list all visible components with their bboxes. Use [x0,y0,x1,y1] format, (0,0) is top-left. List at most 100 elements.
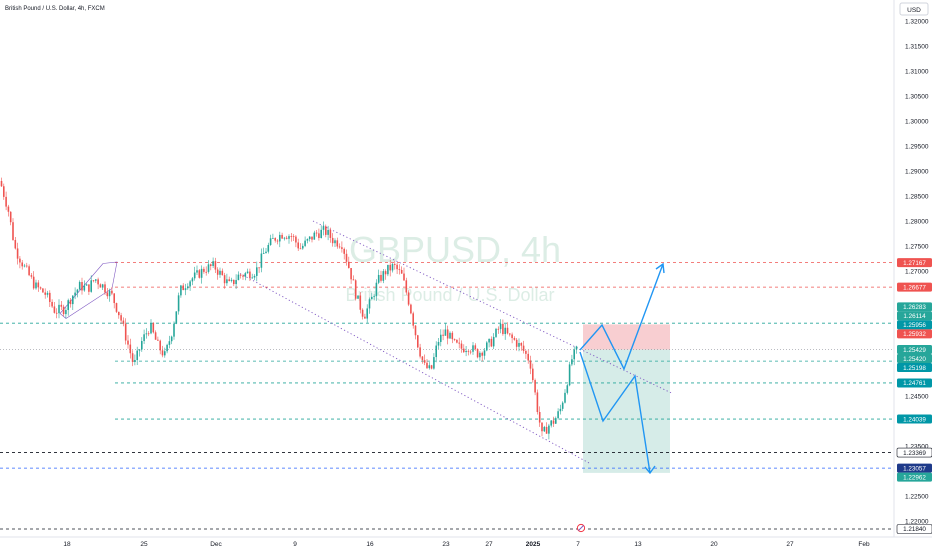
price-badge-label: 1.25932 [903,331,926,338]
candle-body [159,340,161,351]
candle-body [522,345,525,351]
candle-body [548,425,550,434]
candle-body [200,268,203,278]
candle-body [184,288,187,291]
candle-body [407,292,410,305]
candle-body [331,237,334,244]
candle-body [479,352,481,358]
candle-body [343,248,345,254]
candle-body [320,229,322,239]
candle-body [7,206,10,212]
candle-body [44,292,46,295]
candle-body [534,380,536,393]
price-badge-label: 1.25198 [903,365,926,372]
candle-body [423,360,426,363]
price-badge [897,345,932,355]
price-badge [897,282,932,292]
candle-body [150,323,152,334]
candle-body [463,348,465,353]
candle-body [515,339,518,347]
price-badge [897,329,932,339]
y-tick-label: 1.30000 [905,119,929,126]
candle-body [210,264,212,266]
currency-button[interactable] [899,2,929,16]
candle-body [373,296,375,298]
candle-body [74,292,76,296]
candle-body [297,242,299,249]
candle-body [78,282,81,290]
y-tick-label: 1.22500 [905,494,929,501]
price-badge-label: 1.26114 [903,313,926,320]
candle-body [304,240,306,246]
candle-body [529,360,532,369]
candle-body [113,293,115,304]
watermark-name: British Pound / U.S. Dollar [345,285,554,305]
candle-body [154,332,157,340]
candle-body [269,238,272,245]
candle-body [37,282,40,288]
stop-loss-zone [583,324,670,350]
candle-body [506,327,509,334]
currency-button-label: USD [907,7,921,14]
candle-body [421,356,424,361]
price-badge [897,414,932,424]
candle-body [83,285,86,291]
candle-body [481,352,483,356]
candle-body [338,246,341,248]
candle-body [483,350,486,356]
candle-body [426,362,428,369]
candle-body [12,222,14,240]
candle-body [476,349,479,358]
candle-body [414,325,417,336]
x-tick-label: 16 [366,541,374,548]
candle-body [504,327,506,335]
candle-body [458,342,460,344]
price-badge-label: 1.23369 [903,450,926,457]
candle-body [95,279,97,281]
candle-body [161,350,164,356]
candle-body [88,284,90,292]
candle-body [104,284,106,293]
flag-pattern[interactable] [59,261,118,319]
candle-body [283,237,286,239]
candle-body [453,339,456,340]
candle-body [435,345,437,358]
price-badge-label: 1.21840 [903,526,926,533]
candle-body [30,275,33,277]
x-tick-label: 27 [786,541,794,548]
bearish-scenario-arrow[interactable] [579,351,651,474]
candle-body [256,267,258,276]
candle-body [258,267,260,269]
candle-body [168,341,171,345]
candle-body [60,304,63,307]
candle-body [366,308,368,319]
candle-body [357,295,359,299]
candle-body [9,211,12,223]
candle-body [290,236,293,237]
candle-body [177,295,180,312]
candle-body [391,264,394,271]
candle-body [285,237,288,239]
y-tick-label: 1.22000 [905,519,929,526]
price-badge [897,320,932,330]
bullish-scenario-arrow[interactable] [579,263,664,371]
candle-body [3,186,5,197]
x-tick-label: 2025 [526,541,541,548]
y-tick-label: 1.28000 [905,219,929,226]
y-tick-label: 1.29000 [905,169,929,176]
candle-body [527,353,529,361]
candle-body [127,340,129,345]
candle-body [532,368,534,381]
candle-body [239,274,242,276]
candle-body [62,306,65,315]
candle-body [318,233,320,239]
candle-body [495,328,497,337]
candle-body [76,289,79,293]
watermark-symbol: GBPUSD, 4h [349,229,561,270]
price-badge [897,363,932,373]
candle-body [371,296,373,300]
price-badge-label: 1.25956 [903,322,926,329]
candle-body [555,418,557,424]
